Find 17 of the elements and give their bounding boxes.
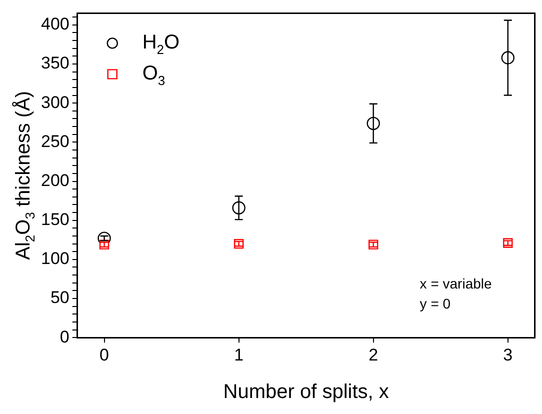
y-tick-label: 350 [40, 54, 70, 73]
x-axis-title: Number of splits, x [223, 381, 389, 404]
y-tick-label: 50 [50, 288, 70, 308]
y-tick-label: 250 [40, 132, 70, 151]
annotation: y = 0 [420, 295, 451, 312]
y-tick-label: 400 [40, 14, 70, 34]
y-axis-title: Al2O3 thickness (Å) [12, 90, 38, 260]
y-tick-label: 150 [40, 210, 70, 230]
x-tick-label: 0 [100, 345, 110, 364]
y-tick-label: 300 [40, 92, 70, 112]
y-tick-label: 0 [60, 327, 70, 346]
x-tick-label: 1 [234, 345, 244, 364]
y-tick-label: 200 [40, 170, 70, 190]
x-tick-label: 3 [503, 345, 513, 364]
x-tick-label: 2 [368, 345, 378, 364]
y-tick-label: 100 [40, 249, 70, 268]
annotation: x = variable [420, 275, 492, 292]
